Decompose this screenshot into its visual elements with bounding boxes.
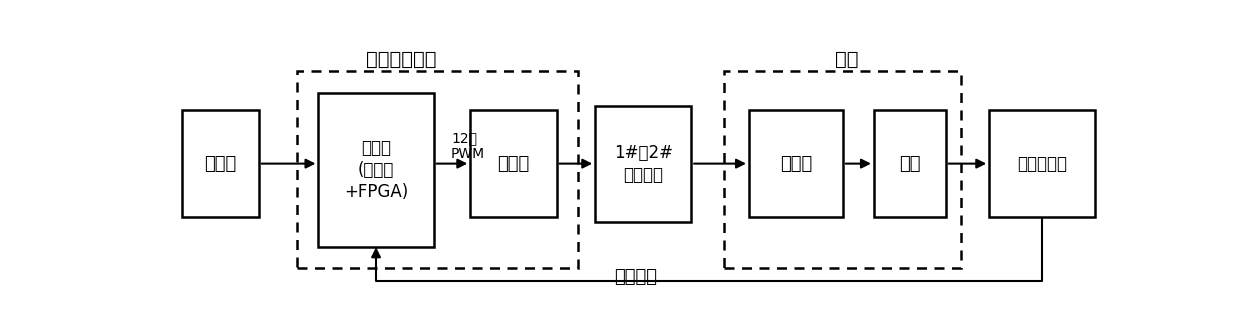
Text: 转台: 转台 <box>899 155 920 173</box>
Text: 1#，2#
直流电机: 1#，2# 直流电机 <box>614 144 672 184</box>
Bar <box>724 71 961 268</box>
Text: 控制器
(单片机
+FPGA): 控制器 (单片机 +FPGA) <box>343 139 408 201</box>
Text: 位置反馈: 位置反馈 <box>614 268 657 286</box>
Bar <box>470 110 557 217</box>
Text: 旋转变压器: 旋转变压器 <box>1017 155 1066 173</box>
Text: 负载: 负载 <box>836 50 858 69</box>
Text: 减速箱: 减速箱 <box>780 155 812 173</box>
Text: 驱动器: 驱动器 <box>497 155 529 173</box>
Bar <box>874 110 946 217</box>
Bar <box>298 71 578 268</box>
Text: 位置环控制器: 位置环控制器 <box>366 50 436 69</box>
Bar <box>182 110 259 217</box>
Text: 12路
PWM: 12路 PWM <box>451 131 485 161</box>
Bar <box>749 110 843 217</box>
Bar <box>595 106 691 222</box>
Text: 上位机: 上位机 <box>205 155 237 173</box>
Bar <box>319 93 434 247</box>
Bar <box>990 110 1095 217</box>
